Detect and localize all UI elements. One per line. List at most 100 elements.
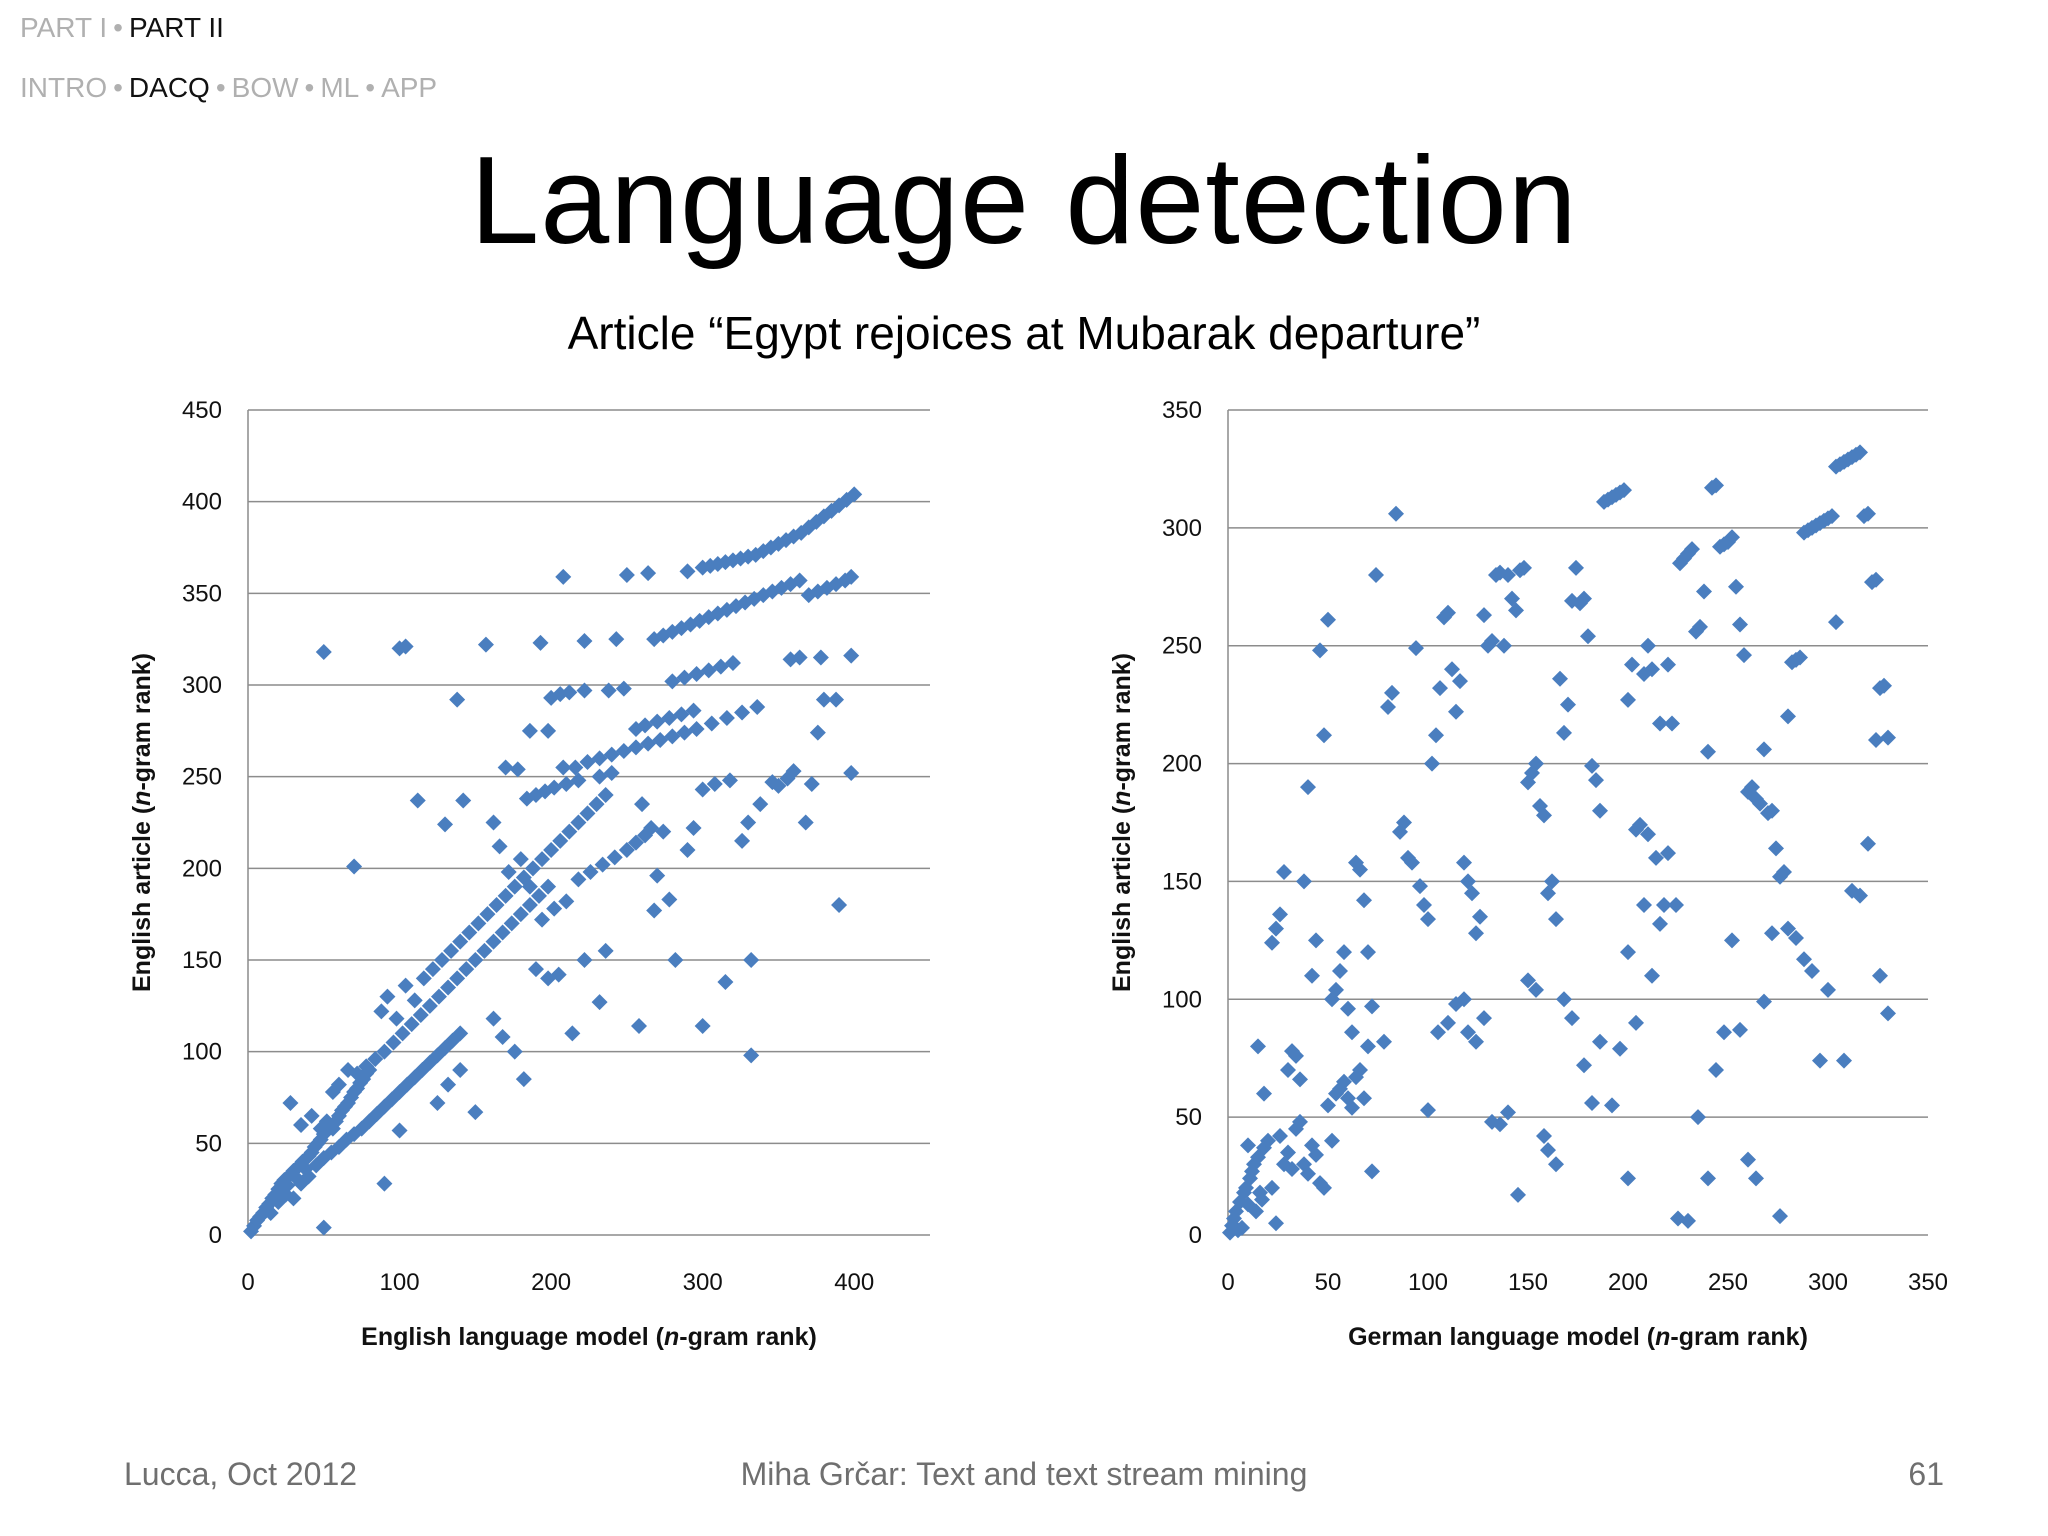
data-point xyxy=(1644,967,1660,984)
data-point xyxy=(1620,1170,1636,1187)
data-point xyxy=(1612,1040,1628,1057)
data-point xyxy=(1880,1005,1896,1022)
data-point xyxy=(1576,1057,1592,1074)
data-point xyxy=(1476,1010,1492,1027)
data-point xyxy=(1336,1073,1352,1090)
data-point xyxy=(1460,1024,1476,1041)
x-tick-label: 400 xyxy=(834,1269,874,1296)
data-point xyxy=(594,856,611,873)
data-point xyxy=(1780,920,1796,937)
breadcrumb-item-part-i[interactable]: PART I xyxy=(20,12,108,43)
data-point xyxy=(1384,684,1400,701)
data-point xyxy=(812,649,829,666)
data-point xyxy=(724,655,741,671)
data-point xyxy=(803,776,820,792)
data-point xyxy=(485,814,502,831)
data-point xyxy=(1280,1144,1296,1161)
data-point xyxy=(640,735,657,752)
data-point xyxy=(512,851,529,868)
data-point xyxy=(1360,944,1376,961)
data-point xyxy=(1356,1090,1372,1107)
data-point xyxy=(1764,802,1780,819)
data-point xyxy=(409,792,426,809)
data-point xyxy=(1300,779,1316,796)
data-point xyxy=(1496,637,1512,654)
breadcrumb-item-app[interactable]: APP xyxy=(381,72,438,103)
data-point xyxy=(570,814,587,831)
data-point xyxy=(1260,1132,1276,1149)
data-point xyxy=(640,565,657,582)
y-tick-label: 350 xyxy=(182,580,222,607)
data-point xyxy=(376,1043,393,1060)
data-point xyxy=(1468,925,1484,942)
data-point xyxy=(1824,508,1840,525)
data-point xyxy=(618,567,635,583)
data-point xyxy=(1796,951,1812,968)
data-point xyxy=(785,763,802,780)
data-point xyxy=(685,820,702,836)
x-tick-label: 0 xyxy=(1221,1269,1234,1296)
data-point xyxy=(558,893,575,910)
data-point xyxy=(1272,906,1288,923)
data-point xyxy=(1804,963,1820,979)
data-point xyxy=(1420,911,1436,928)
data-point xyxy=(527,961,544,978)
data-point xyxy=(1320,611,1336,628)
data-point xyxy=(608,631,625,648)
data-point xyxy=(1660,656,1676,673)
data-point xyxy=(1444,661,1460,678)
data-point xyxy=(1408,640,1424,657)
data-point xyxy=(1644,661,1660,678)
y-tick-label: 0 xyxy=(209,1222,222,1249)
data-point xyxy=(1652,715,1668,732)
data-point xyxy=(1852,887,1868,904)
data-point xyxy=(1528,755,1544,772)
data-point xyxy=(1552,670,1568,687)
data-point xyxy=(503,915,520,932)
data-point xyxy=(437,816,454,833)
data-point xyxy=(1708,477,1724,494)
breadcrumb-item-ml[interactable]: ML xyxy=(320,72,360,103)
data-point xyxy=(1432,680,1448,697)
data-point xyxy=(1352,1062,1368,1078)
y-tick-label: 150 xyxy=(182,947,222,974)
data-point xyxy=(1700,743,1716,760)
x-axis-title: English language model (n-gram rank) xyxy=(361,1323,817,1351)
breadcrumb-item-bow[interactable]: BOW xyxy=(231,72,299,103)
data-point xyxy=(649,867,666,884)
data-point xyxy=(534,911,551,928)
scatter-chart-1: 0 50 100 150 200 250 300 350 0 50 100 150 200 250 300 3… xyxy=(1108,397,1948,1351)
data-point xyxy=(627,834,644,851)
data-point xyxy=(1584,1095,1600,1111)
data-point xyxy=(1620,944,1636,961)
y-tick-label: 450 xyxy=(182,397,222,424)
data-point xyxy=(397,977,414,994)
data-point xyxy=(358,1058,375,1075)
data-point xyxy=(1250,1038,1266,1055)
breadcrumb-sections: INTRO • DACQ • BOW • ML • APP xyxy=(20,72,437,104)
data-point xyxy=(1560,696,1576,713)
data-point xyxy=(1416,897,1432,913)
data-point xyxy=(1728,578,1744,595)
data-point xyxy=(1340,1000,1356,1017)
breadcrumb-item-part-ii[interactable]: PART II xyxy=(128,12,224,43)
data-point xyxy=(576,952,593,968)
data-point xyxy=(1652,915,1668,932)
breadcrumb-item-dacq[interactable]: DACQ xyxy=(128,72,210,103)
data-point xyxy=(1792,649,1808,666)
data-point xyxy=(1776,864,1792,880)
data-point xyxy=(679,842,696,858)
data-point xyxy=(1328,981,1344,998)
data-point xyxy=(391,1122,408,1139)
data-point xyxy=(673,706,690,723)
data-point xyxy=(1640,637,1656,654)
data-point xyxy=(712,658,729,675)
data-point xyxy=(521,722,538,739)
breadcrumb-item-intro[interactable]: INTRO xyxy=(20,72,108,103)
data-point xyxy=(1256,1085,1272,1102)
scatter-chart-0: 0 50 100 150 200 250 300 350 400 450 0 100 200 300 400… xyxy=(128,397,930,1351)
data-point xyxy=(743,1047,760,1064)
data-point xyxy=(412,1007,429,1023)
data-point xyxy=(694,781,711,798)
data-point xyxy=(1556,991,1572,1008)
